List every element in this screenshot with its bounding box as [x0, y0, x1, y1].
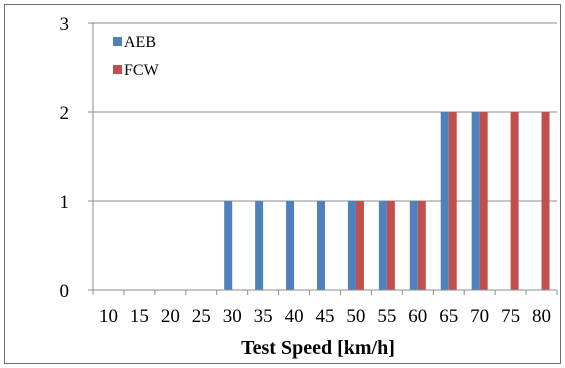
bar-fcw-70 — [479, 112, 488, 290]
legend-label-fcw: FCW — [124, 62, 160, 79]
bar-fcw-80 — [541, 112, 550, 290]
x-tick-label-20: 20 — [161, 306, 180, 327]
bar-aeb-70 — [471, 112, 480, 290]
x-tick-label-65: 65 — [439, 306, 458, 327]
x-tick-label-40: 40 — [285, 306, 304, 327]
x-tick-label-75: 75 — [501, 306, 520, 327]
tick-labels: 0 1 2 3 10 15 20 25 30 35 40 45 50 55 60 65 70 75 80 — [60, 14, 552, 327]
legend-label-aeb: AEB — [124, 34, 156, 51]
legend-swatch-aeb — [113, 37, 122, 46]
chart-frame — [4, 4, 561, 364]
x-tick-label-45: 45 — [316, 306, 335, 327]
x-tick-label-30: 30 — [223, 306, 242, 327]
bar-aeb-50 — [347, 201, 356, 290]
bar-aeb-30 — [224, 201, 233, 290]
y-tick-label-3: 3 — [60, 14, 70, 35]
axes — [88, 22, 558, 295]
bar-aeb-65 — [440, 112, 449, 290]
bar-fcw-55 — [386, 201, 395, 290]
x-tick-label-60: 60 — [408, 306, 427, 327]
bar-aeb-60 — [409, 201, 418, 290]
y-tick-label-1: 1 — [60, 192, 70, 213]
x-tick-label-25: 25 — [192, 306, 211, 327]
bar-fcw-75 — [510, 112, 519, 290]
x-axis-title: Test Speed [km/h] — [241, 337, 395, 359]
x-tick-label-70: 70 — [470, 306, 489, 327]
bar-fcw-60 — [417, 201, 426, 290]
x-tick-label-10: 10 — [99, 306, 118, 327]
bar-aeb-40 — [286, 201, 295, 290]
y-tick-label-0: 0 — [60, 281, 70, 302]
x-tick-label-55: 55 — [377, 306, 396, 327]
bar-aeb-35 — [255, 201, 264, 290]
x-tick-label-80: 80 — [532, 306, 551, 327]
legend-swatch-fcw — [113, 65, 122, 74]
bar-aeb-45 — [317, 201, 325, 290]
legend: AEB FCW — [113, 34, 160, 79]
x-tick-label-35: 35 — [254, 306, 273, 327]
x-tick-label-50: 50 — [346, 306, 365, 327]
y-tick-label-2: 2 — [60, 103, 70, 124]
x-tick-label-15: 15 — [130, 306, 149, 327]
bar-fcw-65 — [448, 112, 457, 290]
bars — [224, 112, 550, 290]
bar-aeb-55 — [378, 201, 387, 290]
bar-fcw-50 — [355, 201, 364, 290]
